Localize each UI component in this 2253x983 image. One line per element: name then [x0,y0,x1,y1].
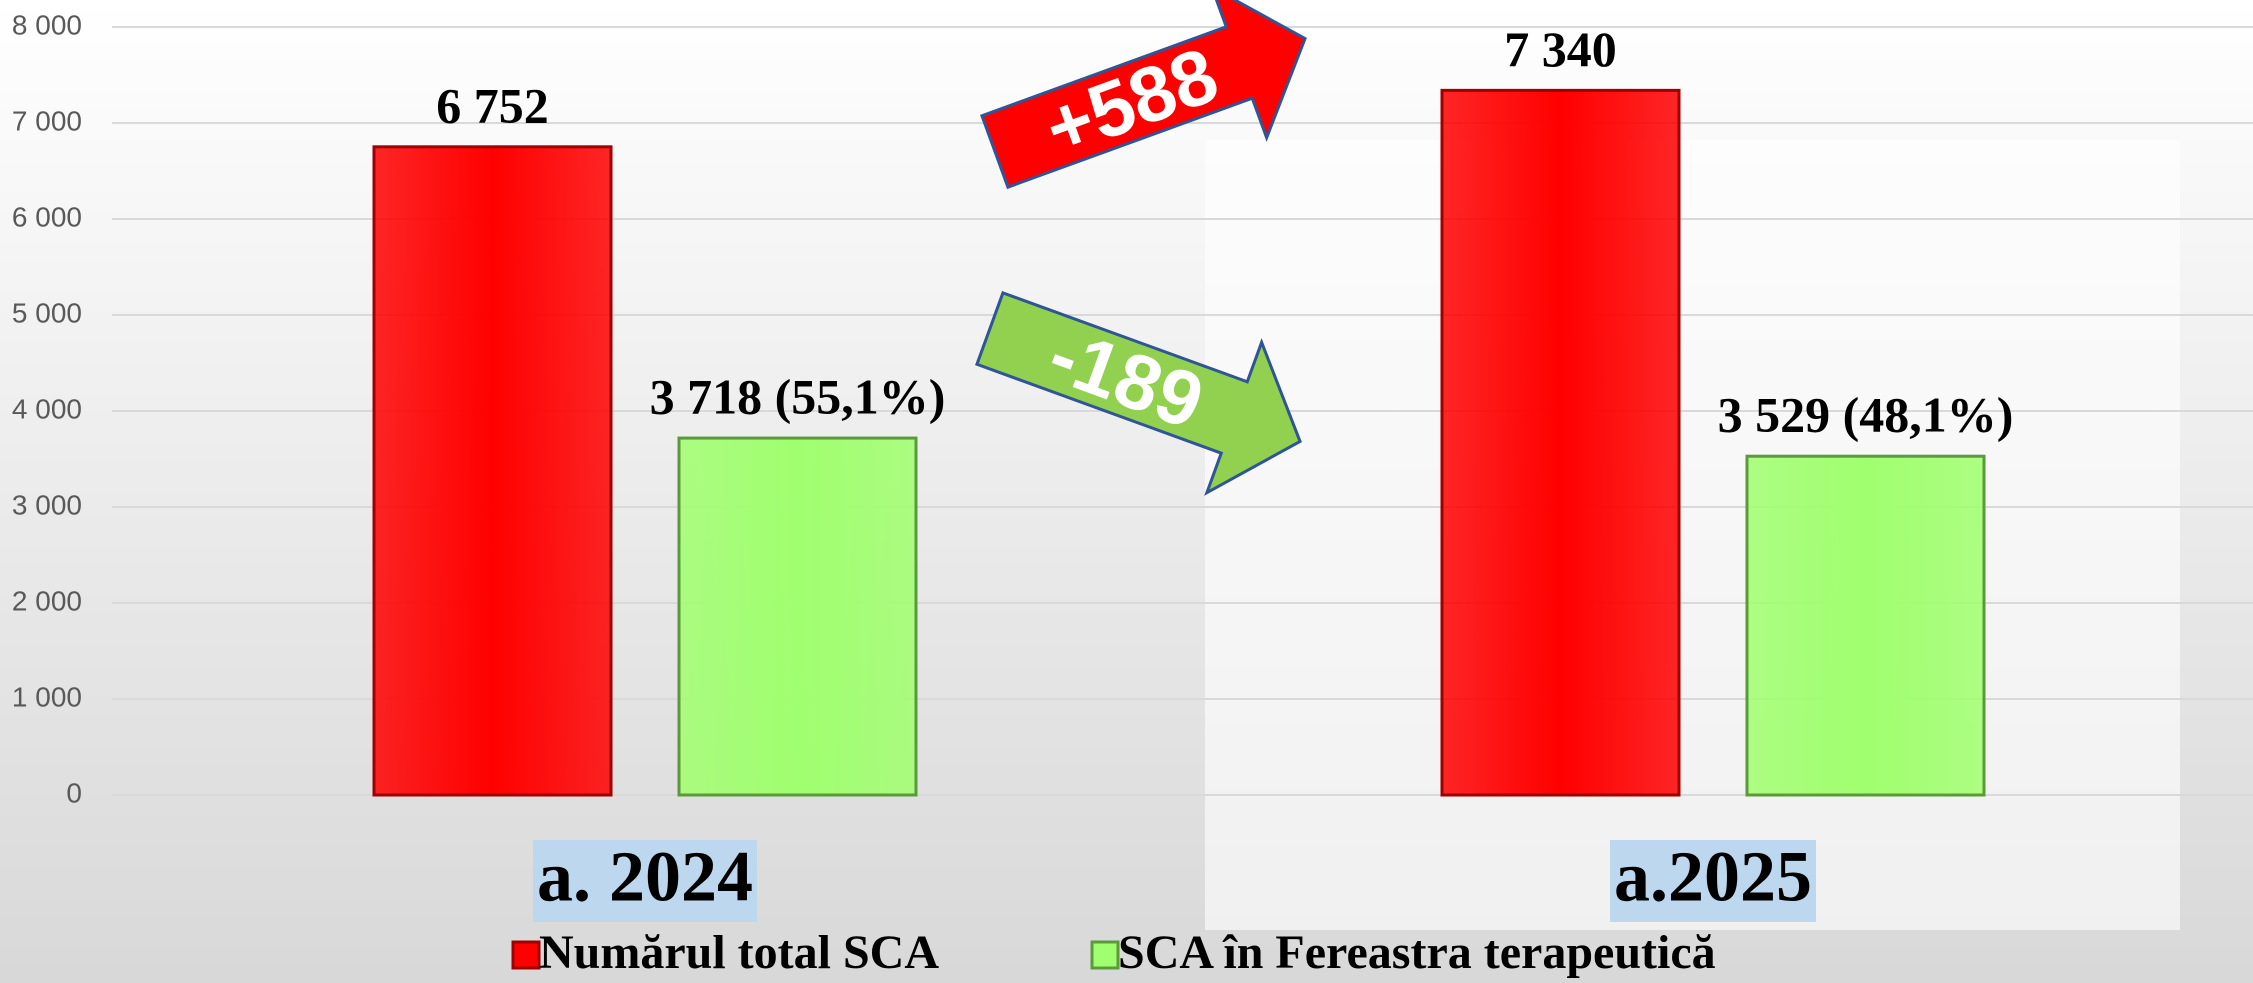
value-label: 3 529 (48,1%) [1718,387,2014,443]
y-tick-label: 0 [66,777,82,808]
value-label: 6 752 [436,77,549,133]
y-tick-label: 4 000 [12,393,82,424]
y-tick-label: 3 000 [12,489,82,520]
arrow-shape [975,290,1302,496]
x-tick-label: a.2025 [1614,837,1812,917]
y-tick-label: 8 000 [12,9,82,40]
plot: 0 1 000 2 000 3 000 4 000 5 000 6 000 7 000 8 00… [12,9,2253,979]
y-tick-label: 6 000 [12,201,82,232]
bar [372,145,613,797]
x-tick-label: a. 2024 [537,837,753,917]
y-tick-label: 7 000 [12,105,82,136]
watermark-panel [1205,140,2180,930]
bar [677,436,918,797]
legend-swatch [511,940,541,970]
y-tick-label: 5 000 [12,297,82,328]
legend-swatch [1090,940,1120,970]
category-highlight [1610,840,1816,922]
category-highlight [533,840,757,922]
bar [1745,454,1986,797]
legend-label: SCA în Fereastra terapeutică [1118,926,1716,979]
value-label: 7 340 [1504,21,1617,77]
y-tick-label: 1 000 [12,681,82,712]
value-label: 3 718 (55,1%) [650,369,946,425]
y-tick-label: 2 000 [12,585,82,616]
bar [1440,88,1681,797]
arrow-shape [980,0,1307,190]
legend-label: Numărul total SCA [539,926,939,979]
